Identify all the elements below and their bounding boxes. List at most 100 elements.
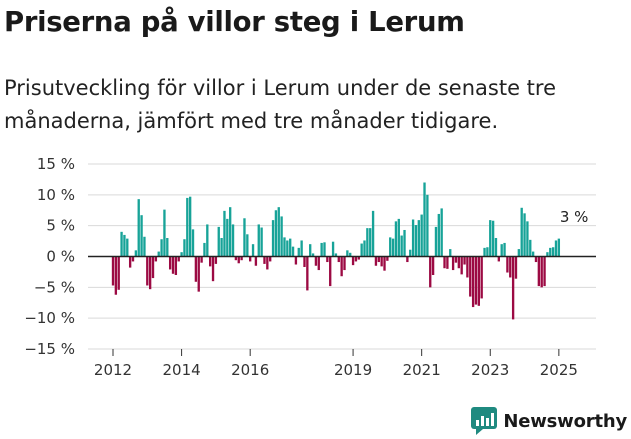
bar (329, 256, 332, 287)
bar (509, 256, 512, 278)
y-axis: 15 % 10 % 5 % 0 % −5 % −10 % −15 % (24, 155, 75, 358)
bar (511, 256, 515, 320)
bar (214, 256, 218, 264)
bar (111, 256, 115, 286)
bar (126, 238, 129, 257)
bar (223, 210, 226, 257)
bar (446, 256, 449, 269)
bar (360, 243, 363, 257)
bar (134, 250, 138, 257)
bar (309, 244, 312, 257)
bar (389, 237, 392, 257)
bar (171, 256, 175, 274)
bar (306, 256, 309, 291)
bar (317, 256, 320, 271)
bar (540, 256, 543, 288)
bar (514, 256, 518, 279)
bar (366, 228, 369, 257)
bar (554, 240, 558, 257)
bar (406, 256, 409, 263)
bar (469, 256, 472, 297)
bar (231, 224, 235, 257)
bar (457, 256, 460, 269)
bar (174, 256, 178, 275)
bar (429, 256, 432, 288)
bar (531, 251, 535, 257)
newsworthy-logo-icon (471, 407, 498, 435)
bar (417, 220, 420, 257)
bar (474, 256, 478, 305)
bar (483, 247, 486, 257)
bar (443, 256, 446, 269)
bar (394, 221, 398, 257)
x-tick-label: 2023 (471, 361, 509, 379)
bar (206, 224, 209, 257)
x-tick-label: 2019 (334, 361, 372, 379)
bar (188, 196, 192, 257)
x-axis: 2012 2014 2016 2019 2021 2023 2025 (94, 349, 578, 379)
bar (440, 208, 443, 257)
bar (489, 220, 492, 257)
bar (220, 238, 223, 257)
bar (434, 226, 438, 257)
bar (463, 256, 466, 265)
bar (131, 256, 135, 262)
bar (229, 207, 232, 257)
bar (520, 207, 523, 257)
y-tick-label: 15 % (37, 155, 75, 173)
bar (431, 256, 435, 275)
bar (523, 213, 526, 257)
bar (380, 256, 383, 267)
bar (363, 240, 366, 257)
bar (303, 256, 306, 267)
bar (197, 256, 200, 292)
bar (289, 238, 292, 257)
bar (354, 256, 358, 262)
bar (157, 251, 160, 257)
bar (497, 256, 500, 262)
bar (383, 256, 386, 271)
bar (371, 210, 375, 257)
bar (449, 249, 452, 257)
bar (506, 256, 509, 273)
bar (237, 256, 240, 264)
bar (263, 256, 266, 264)
bar (349, 252, 352, 257)
bar (409, 249, 412, 257)
bar (517, 249, 521, 257)
bar (391, 238, 395, 257)
bar (120, 231, 123, 257)
bar (537, 256, 541, 287)
bar (234, 256, 238, 261)
bar (114, 256, 118, 295)
bar (143, 236, 146, 257)
bar (191, 229, 195, 257)
bar (277, 207, 280, 257)
bar (326, 256, 329, 263)
bar (400, 235, 403, 257)
bar (140, 215, 143, 257)
y-tick-label: 0 % (46, 248, 75, 266)
bar (274, 210, 278, 257)
bar (180, 252, 183, 257)
bar (460, 256, 463, 275)
bar (323, 242, 326, 257)
bar (249, 256, 252, 262)
bar (414, 225, 418, 257)
chart-title: Priserna på villor steg i Lerum (4, 6, 465, 38)
x-tick-label: 2014 (162, 361, 200, 379)
bar (148, 256, 152, 290)
bar (163, 209, 166, 257)
bar (211, 256, 215, 282)
bar (280, 216, 283, 257)
grid-lines (88, 163, 596, 350)
bar (480, 256, 483, 299)
y-tick-label: −5 % (34, 278, 75, 296)
bar (257, 224, 260, 257)
bar (246, 234, 249, 257)
bar (320, 242, 323, 257)
bar (486, 247, 489, 257)
bar (286, 240, 289, 257)
bar (337, 256, 340, 263)
